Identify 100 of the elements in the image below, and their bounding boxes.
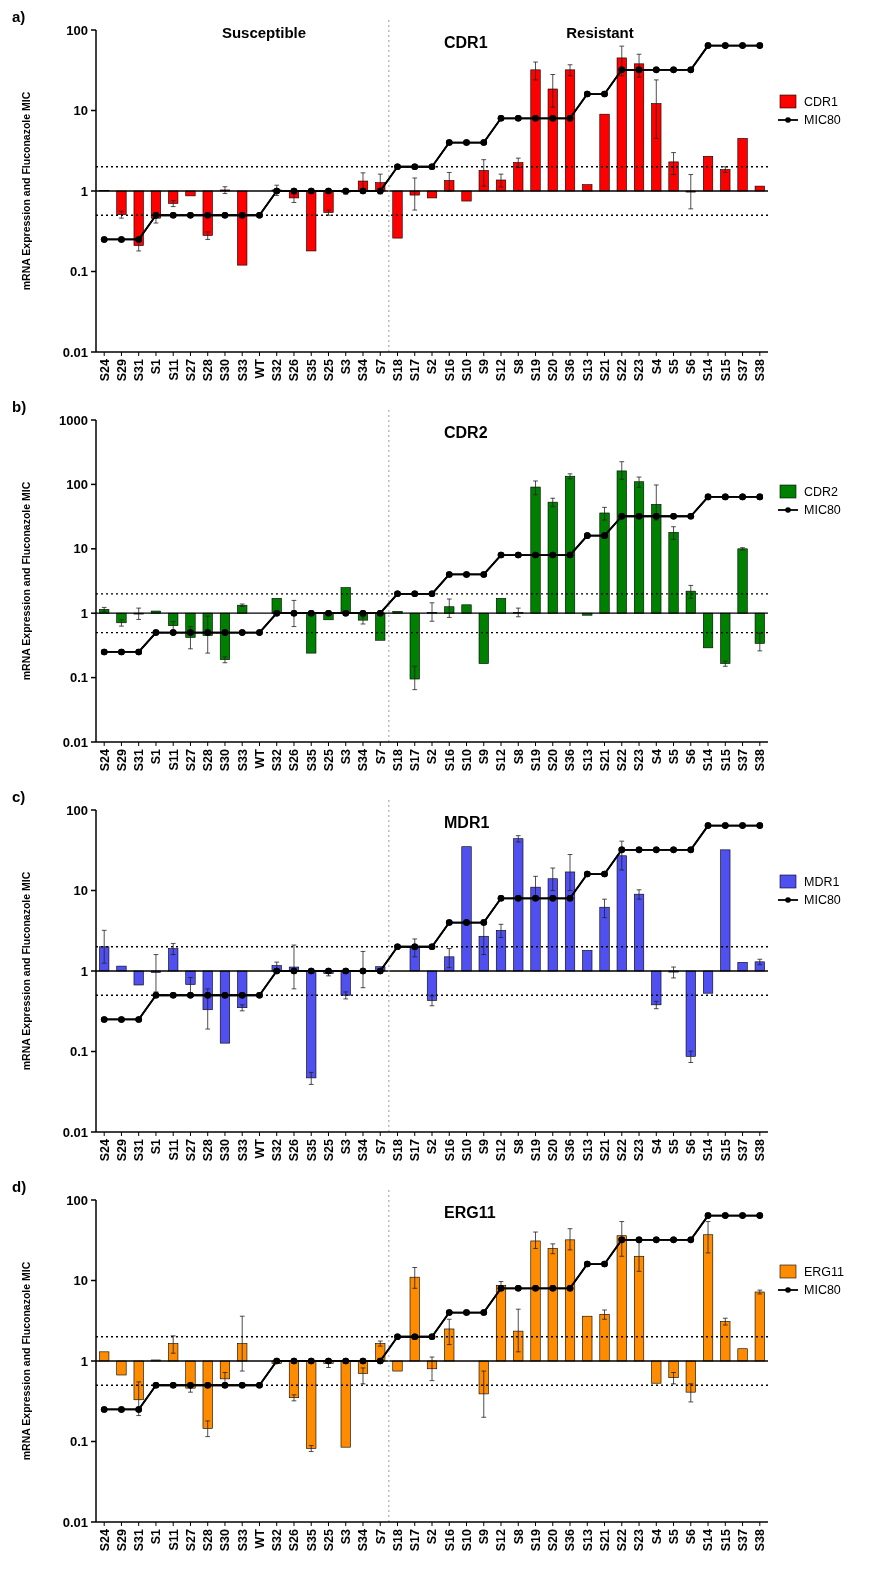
y-axis-title: mRNA Expression and Fluconazole MIC — [20, 871, 32, 1071]
y-axis-title: mRNA Expression and Fluconazole MIC — [20, 481, 32, 681]
x-tick-label: S18 — [390, 1528, 405, 1552]
x-tick-label: S26 — [287, 1528, 302, 1552]
y-tick-label: 0.01 — [62, 344, 88, 360]
x-tick-label: S37 — [735, 1528, 750, 1552]
x-tick-label: S27 — [183, 1138, 198, 1162]
x-tick-label: S18 — [390, 358, 405, 382]
x-tick-label: S24 — [97, 1528, 112, 1552]
y-tick-label: 0.1 — [69, 264, 88, 280]
x-tick-label: S8 — [511, 1138, 526, 1155]
x-tick-label: S13 — [580, 1528, 595, 1552]
x-tick-label: S1 — [149, 1138, 164, 1155]
x-tick-label: S15 — [718, 1528, 733, 1552]
x-tick-label: S32 — [270, 1138, 285, 1162]
annotation: Resistant — [566, 24, 634, 41]
x-tick-label: S33 — [235, 1528, 250, 1552]
x-tick-label: S28 — [201, 748, 216, 772]
x-tick-label: S22 — [615, 1528, 630, 1552]
legend-label: MIC80 — [804, 1283, 841, 1298]
x-tick-label: S35 — [304, 748, 319, 772]
x-tick-label: S3 — [339, 1528, 354, 1545]
y-axis-title: mRNA Expression and Fluconazole MIC — [20, 1261, 32, 1461]
legend-label: MIC80 — [804, 503, 841, 518]
x-tick-label: S26 — [287, 1138, 302, 1162]
x-tick-label: S9 — [477, 1138, 492, 1155]
x-tick-label: S3 — [339, 358, 354, 375]
x-tick-label: S21 — [597, 748, 612, 772]
x-tick-label: S30 — [218, 1138, 233, 1162]
y-axis-title: mRNA Expression and Fluconazole MIC — [20, 91, 32, 291]
x-tick-label: S36 — [563, 1528, 578, 1552]
x-tick-label: S11 — [166, 1528, 181, 1551]
x-tick-label: S29 — [114, 1528, 129, 1552]
text: a) — [12, 8, 26, 25]
x-tick-label: S7 — [373, 1138, 388, 1155]
y-tick-label: 0.1 — [69, 670, 88, 686]
x-tick-label: S37 — [735, 1138, 750, 1162]
x-tick-label: S15 — [718, 358, 733, 382]
x-tick-label: S35 — [304, 1528, 319, 1552]
x-tick-label: S24 — [97, 358, 112, 382]
x-tick-label: S1 — [149, 748, 164, 765]
x-tick-label: S9 — [477, 358, 492, 375]
y-tick-label: 1 — [80, 183, 88, 199]
x-tick-label: S17 — [408, 1138, 423, 1162]
x-tick-label: S16 — [442, 1138, 457, 1162]
x-tick-label: S33 — [235, 358, 250, 382]
x-tick-label: S20 — [546, 748, 561, 772]
x-tick-label: S11 — [166, 358, 181, 381]
x-tick-label: S6 — [684, 358, 699, 375]
legend-label: ERG11 — [804, 1265, 845, 1280]
x-tick-label: S2 — [425, 1528, 440, 1545]
x-tick-label: S36 — [563, 1138, 578, 1162]
x-tick-label: S21 — [597, 358, 612, 382]
y-tick-label: 1 — [80, 605, 88, 621]
x-tick-label: S19 — [528, 1138, 543, 1162]
x-tick-label: S7 — [373, 1528, 388, 1545]
x-tick-label: S4 — [649, 1528, 664, 1545]
x-tick-label: S38 — [753, 358, 768, 382]
x-tick-label: S36 — [563, 358, 578, 382]
text: c) — [12, 788, 26, 805]
x-tick-label: S19 — [528, 358, 543, 382]
x-tick-label: S27 — [183, 358, 198, 382]
y-tick-label: 1000 — [59, 412, 88, 428]
x-tick-label: S9 — [477, 748, 492, 765]
x-tick-label: WT — [252, 358, 267, 379]
x-tick-label: S29 — [114, 748, 129, 772]
x-tick-label: S25 — [321, 1528, 336, 1552]
x-tick-label: S12 — [494, 358, 509, 382]
text: d) — [12, 1178, 27, 1195]
x-tick-label: S10 — [459, 1528, 474, 1552]
x-tick-label: S27 — [183, 1528, 198, 1552]
x-tick-label: S17 — [408, 358, 423, 382]
legend-label: CDR2 — [804, 485, 839, 500]
x-tick-label: S36 — [563, 748, 578, 772]
x-tick-label: S19 — [528, 1528, 543, 1552]
x-tick-label: S1 — [149, 1528, 164, 1545]
chart-title: CDR1 — [444, 34, 488, 51]
x-tick-label: S32 — [270, 358, 285, 382]
x-tick-label: WT — [252, 1528, 267, 1549]
x-tick-label: S14 — [701, 1138, 716, 1162]
x-tick-label: S28 — [201, 1528, 216, 1552]
y-tick-label: 0.01 — [62, 1514, 88, 1530]
x-tick-label: S25 — [321, 1138, 336, 1162]
x-tick-label: S30 — [218, 748, 233, 772]
x-tick-label: S4 — [649, 358, 664, 375]
x-tick-label: S33 — [235, 748, 250, 772]
y-tick-label: 100 — [66, 802, 88, 818]
x-tick-label: S35 — [304, 358, 319, 382]
x-tick-label: WT — [252, 748, 267, 769]
chart-title: ERG11 — [444, 1204, 496, 1221]
y-tick-label: 1 — [80, 963, 88, 979]
x-tick-label: S33 — [235, 1138, 250, 1162]
x-tick-label: S3 — [339, 1138, 354, 1155]
x-tick-label: S8 — [511, 358, 526, 375]
y-tick-label: 10 — [73, 541, 88, 557]
x-tick-label: S31 — [132, 1528, 147, 1552]
x-tick-label: S24 — [97, 748, 112, 772]
x-tick-label: S6 — [684, 1138, 699, 1155]
x-tick-label: S10 — [459, 748, 474, 772]
x-tick-label: S26 — [287, 358, 302, 382]
